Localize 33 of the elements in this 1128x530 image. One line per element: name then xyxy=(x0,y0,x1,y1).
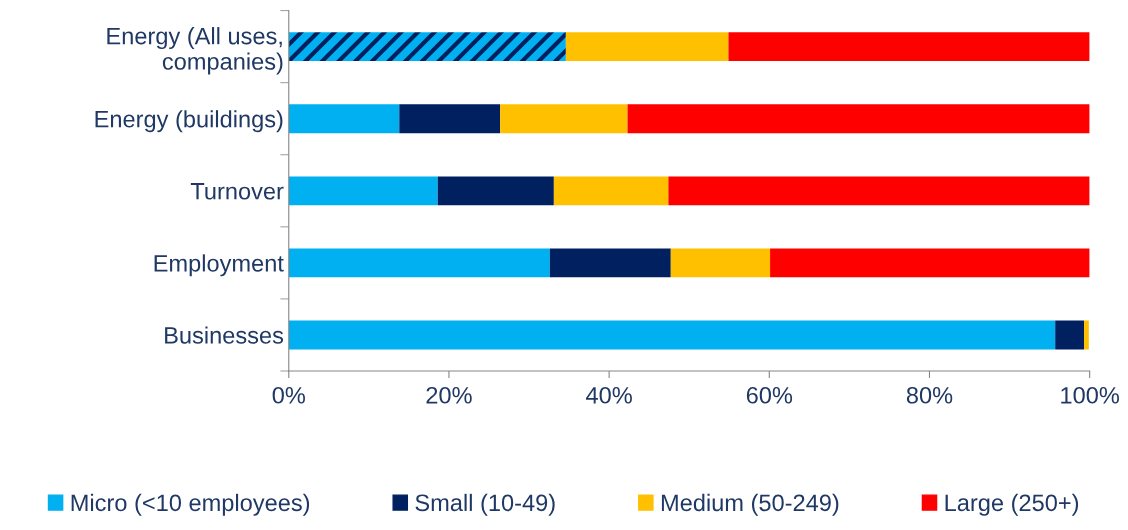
bar xyxy=(288,248,550,278)
legend-label: Micro (<10 employees) xyxy=(71,493,310,516)
x-tick-label: 0% xyxy=(272,386,305,404)
x-tick-label: 20% xyxy=(426,386,472,404)
bar xyxy=(500,104,628,134)
legend-label: Large (250+) xyxy=(945,493,1079,516)
x-tick-label: 40% xyxy=(586,386,632,404)
bar xyxy=(728,32,1090,62)
y-tick-label: Employment xyxy=(154,254,284,277)
bar xyxy=(288,320,1056,350)
bar xyxy=(288,176,438,206)
x-tick-label: 60% xyxy=(746,386,793,404)
legend-label: Small (10-49) xyxy=(415,493,555,516)
y-tick-label: Energy (buildings) xyxy=(95,110,283,133)
bar xyxy=(627,104,1090,134)
bar xyxy=(1055,320,1085,350)
bar xyxy=(399,104,501,134)
y-tick-label: Turnover xyxy=(190,183,284,200)
bar xyxy=(288,32,566,62)
x-tick-label: 80% xyxy=(906,386,953,404)
legend-label: Medium (50-249) xyxy=(661,493,839,516)
x-tick-label: 100% xyxy=(1061,386,1119,404)
y-tick-label: Energy (All uses, companies) xyxy=(107,27,283,75)
bar xyxy=(670,248,771,278)
bar xyxy=(770,248,1090,278)
bar xyxy=(1084,320,1089,350)
bar xyxy=(437,176,554,206)
bar xyxy=(549,248,671,278)
y-tick-label: Businesses xyxy=(165,326,284,344)
bar xyxy=(565,32,729,62)
bar xyxy=(553,176,669,206)
bar xyxy=(288,104,400,134)
bar xyxy=(668,176,1090,206)
